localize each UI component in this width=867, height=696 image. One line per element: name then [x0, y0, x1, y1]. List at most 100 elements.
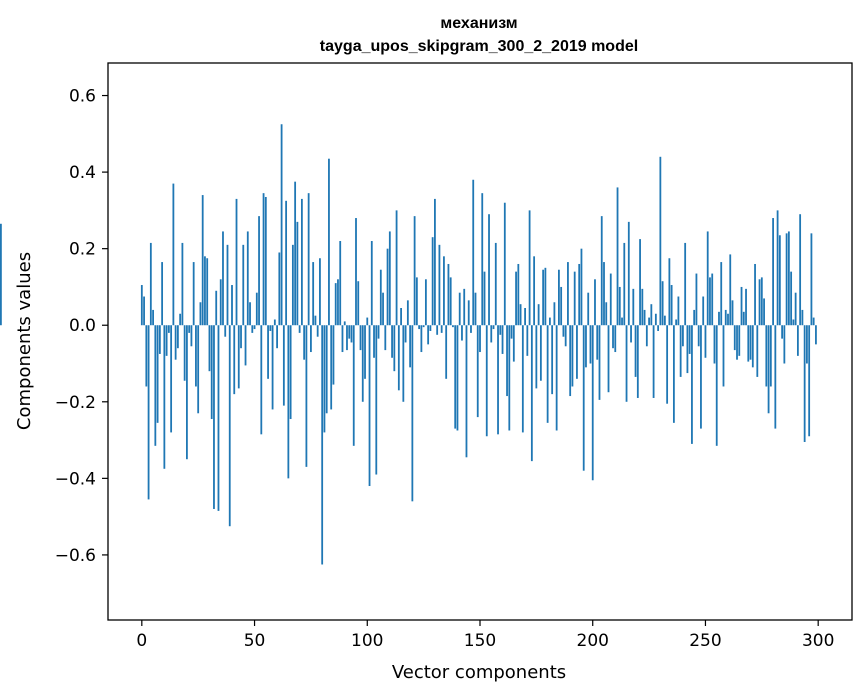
bar-224 — [645, 325, 648, 347]
bar-36 — [222, 231, 224, 326]
bar-4 — [149, 242, 152, 326]
bar-55 — [264, 196, 267, 326]
bar-159 — [499, 325, 502, 335]
bar-94 — [352, 325, 355, 446]
bar-100 — [366, 317, 369, 326]
bar-184 — [555, 325, 558, 431]
bar-204 — [600, 216, 603, 326]
x-tick-label-1: 50 — [244, 631, 266, 651]
bar-105 — [377, 325, 380, 339]
bar-193 — [576, 325, 578, 379]
bar-221 — [639, 239, 641, 326]
bar-264 — [736, 325, 738, 360]
bar-58 — [271, 325, 274, 410]
bar-250 — [704, 325, 707, 358]
bar-181 — [548, 317, 551, 326]
bar-119 — [409, 325, 412, 368]
bar-7 — [156, 325, 159, 423]
bar-63 — [282, 325, 285, 406]
bar-158 — [497, 325, 499, 435]
bar-194 — [578, 263, 581, 326]
bar-182 — [551, 325, 554, 395]
bar-111 — [391, 325, 393, 358]
bar-226 — [650, 304, 653, 326]
bar-18 — [181, 242, 184, 326]
bar-292 — [799, 214, 802, 326]
x-tick-label-6: 300 — [802, 631, 834, 651]
bar-124 — [420, 325, 423, 353]
y-tick-label-6: 0.6 — [69, 87, 96, 107]
bar-103 — [373, 325, 375, 358]
bar-59 — [273, 319, 276, 326]
ticks-group: 0 50 100 150 200 250 300 −0.6 −0.4 −0.2 0.0 0.2 0.4 0… — [55, 87, 835, 651]
bar-106 — [379, 269, 382, 326]
bar-16 — [176, 325, 179, 349]
bars-group — [0, 124, 817, 565]
bar-291 — [796, 325, 799, 356]
bar-202 — [596, 325, 599, 360]
bar-257 — [720, 262, 723, 326]
bar-230 — [659, 156, 662, 326]
bar-31 — [210, 325, 213, 420]
bar-64 — [285, 200, 288, 326]
bar-131 — [436, 325, 439, 335]
bar-147 — [472, 179, 475, 326]
chart-title-line-2: tayga_upos_skipgram_300_2_2019 model — [320, 38, 638, 55]
bar-294 — [803, 325, 806, 442]
bar-150 — [479, 325, 481, 353]
bar-51 — [255, 292, 258, 326]
bar-13 — [170, 325, 173, 433]
bar-290 — [794, 292, 797, 326]
bar-84 — [330, 325, 333, 410]
bar-283 — [778, 235, 781, 326]
bar-12 — [167, 325, 170, 333]
bar-170 — [524, 308, 526, 326]
bar-88 — [339, 241, 342, 326]
bar-177 — [539, 325, 542, 381]
bar-81 — [323, 325, 326, 433]
x-tick-label-2: 100 — [351, 631, 383, 651]
bar-61 — [278, 252, 281, 326]
bar-142 — [461, 325, 463, 341]
bar-26 — [199, 302, 202, 326]
bar-104 — [375, 325, 378, 475]
bar-168 — [519, 304, 522, 326]
bar-33 — [215, 290, 218, 326]
bar-245 — [693, 309, 696, 326]
bar-98 — [361, 325, 364, 402]
bar-21 — [188, 325, 191, 333]
bar-166 — [515, 271, 517, 326]
bar-1 — [143, 296, 145, 326]
bar-97 — [359, 325, 362, 351]
bar-235 — [670, 285, 673, 326]
bar-138 — [452, 325, 454, 328]
bar-82 — [325, 325, 328, 414]
bar-78 — [316, 325, 319, 337]
bar-218 — [632, 288, 635, 326]
x-tick-label-0: 0 — [136, 631, 147, 651]
bar-39 — [228, 325, 231, 527]
bar-212 — [618, 286, 621, 326]
bar-223 — [643, 309, 646, 326]
bar-185 — [558, 269, 560, 326]
bar-14 — [172, 183, 175, 326]
bar-20 — [186, 325, 188, 460]
bar-135 — [445, 325, 448, 379]
bar-152 — [483, 271, 486, 326]
bar-228 — [654, 313, 657, 326]
bar-75 — [310, 325, 312, 353]
bar-69 — [296, 221, 299, 326]
bar-118 — [406, 300, 409, 326]
bar-263 — [733, 325, 736, 351]
bar-288 — [790, 271, 793, 326]
bar-91 — [346, 325, 348, 351]
bar-242 — [686, 325, 689, 374]
bar-107 — [382, 292, 384, 326]
bar-198 — [587, 292, 590, 326]
bar-120 — [411, 325, 414, 502]
bar-183 — [553, 302, 556, 326]
bar-79 — [319, 258, 321, 326]
bar-269 — [747, 325, 750, 362]
bar-67 — [291, 244, 294, 326]
